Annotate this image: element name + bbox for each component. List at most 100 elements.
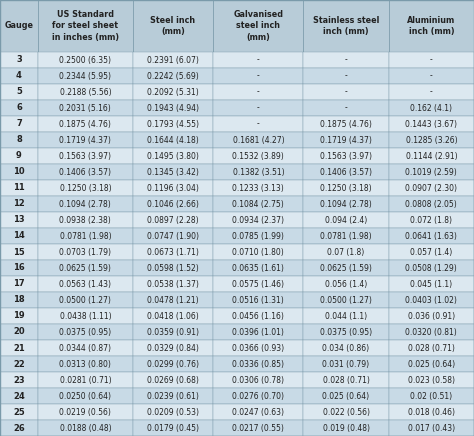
Bar xyxy=(389,196,474,212)
Text: 0.0375 (0.95): 0.0375 (0.95) xyxy=(59,327,111,337)
Text: 0.0209 (0.53): 0.0209 (0.53) xyxy=(147,408,199,416)
Bar xyxy=(38,84,133,100)
Bar xyxy=(38,340,133,356)
Bar xyxy=(213,100,303,116)
Text: Aluminium
inch (mm): Aluminium inch (mm) xyxy=(407,16,456,36)
Text: 0.0808 (2.05): 0.0808 (2.05) xyxy=(405,200,457,208)
Bar xyxy=(389,52,474,68)
Bar xyxy=(38,276,133,292)
Bar xyxy=(389,100,474,116)
Text: 0.0276 (0.70): 0.0276 (0.70) xyxy=(232,392,284,401)
Bar xyxy=(38,68,133,84)
Bar xyxy=(389,116,474,132)
Text: 0.0625 (1.59): 0.0625 (1.59) xyxy=(320,263,372,272)
Bar xyxy=(38,100,133,116)
Text: 0.02 (0.51): 0.02 (0.51) xyxy=(410,392,452,401)
Text: 0.1196 (3.04): 0.1196 (3.04) xyxy=(147,184,199,193)
Text: -: - xyxy=(257,55,260,65)
Bar xyxy=(133,52,213,68)
Bar xyxy=(133,84,213,100)
Text: 0.025 (0.64): 0.025 (0.64) xyxy=(322,392,370,401)
Text: 0.0575 (1.46): 0.0575 (1.46) xyxy=(232,279,284,289)
Text: 0.018 (0.46): 0.018 (0.46) xyxy=(408,408,455,416)
Bar xyxy=(133,68,213,84)
Bar xyxy=(0,324,38,340)
Text: 0.0747 (1.90): 0.0747 (1.90) xyxy=(147,232,199,241)
Bar xyxy=(133,0,213,52)
Text: 0.025 (0.64): 0.025 (0.64) xyxy=(408,360,455,368)
Bar xyxy=(133,228,213,244)
Bar xyxy=(213,308,303,324)
Text: 23: 23 xyxy=(13,375,25,385)
Text: -: - xyxy=(345,72,347,81)
Text: -: - xyxy=(257,119,260,129)
Bar xyxy=(389,356,474,372)
Text: 0.034 (0.86): 0.034 (0.86) xyxy=(322,344,370,352)
Bar xyxy=(303,404,389,420)
Bar xyxy=(133,340,213,356)
Text: 0.1793 (4.55): 0.1793 (4.55) xyxy=(147,119,199,129)
Text: 0.1719 (4.37): 0.1719 (4.37) xyxy=(59,136,111,144)
Text: 0.1084 (2.75): 0.1084 (2.75) xyxy=(232,200,284,208)
Text: 0.0403 (1.02): 0.0403 (1.02) xyxy=(405,296,457,304)
Text: -: - xyxy=(345,88,347,96)
Bar xyxy=(303,132,389,148)
Text: 0.019 (0.48): 0.019 (0.48) xyxy=(322,423,370,433)
Text: 0.0508 (1.29): 0.0508 (1.29) xyxy=(405,263,457,272)
Text: Steel inch
(mm): Steel inch (mm) xyxy=(150,16,196,36)
Bar xyxy=(38,180,133,196)
Text: 0.072 (1.8): 0.072 (1.8) xyxy=(410,215,452,225)
Bar xyxy=(0,228,38,244)
Bar xyxy=(38,244,133,260)
Text: 24: 24 xyxy=(13,392,25,401)
Text: 26: 26 xyxy=(13,423,25,433)
Bar xyxy=(133,356,213,372)
Text: 0.0598 (1.52): 0.0598 (1.52) xyxy=(147,263,199,272)
Bar xyxy=(303,276,389,292)
Bar xyxy=(213,212,303,228)
Bar xyxy=(0,356,38,372)
Text: -: - xyxy=(345,55,347,65)
Text: 0.2391 (6.07): 0.2391 (6.07) xyxy=(147,55,199,65)
Bar xyxy=(303,212,389,228)
Text: 0.028 (0.71): 0.028 (0.71) xyxy=(408,344,455,352)
Text: 0.031 (0.79): 0.031 (0.79) xyxy=(322,360,370,368)
Bar xyxy=(133,324,213,340)
Text: 0.1406 (3.57): 0.1406 (3.57) xyxy=(59,167,111,177)
Bar xyxy=(303,372,389,388)
Bar xyxy=(389,292,474,308)
Bar xyxy=(0,260,38,276)
Text: -: - xyxy=(430,72,433,81)
Bar xyxy=(303,260,389,276)
Bar xyxy=(389,164,474,180)
Bar xyxy=(213,276,303,292)
Bar xyxy=(389,340,474,356)
Bar xyxy=(303,308,389,324)
Text: 0.045 (1.1): 0.045 (1.1) xyxy=(410,279,452,289)
Text: 10: 10 xyxy=(13,167,25,177)
Text: 0.022 (0.56): 0.022 (0.56) xyxy=(322,408,370,416)
Bar xyxy=(303,340,389,356)
Bar xyxy=(133,180,213,196)
Text: 0.0907 (2.30): 0.0907 (2.30) xyxy=(405,184,457,193)
Text: 0.0635 (1.61): 0.0635 (1.61) xyxy=(232,263,284,272)
Bar xyxy=(0,52,38,68)
Text: 0.0281 (0.71): 0.0281 (0.71) xyxy=(60,375,111,385)
Text: 0.1144 (2.91): 0.1144 (2.91) xyxy=(406,151,457,160)
Text: 0.0538 (1.37): 0.0538 (1.37) xyxy=(147,279,199,289)
Bar xyxy=(38,212,133,228)
Text: 0.0781 (1.98): 0.0781 (1.98) xyxy=(60,232,111,241)
Bar xyxy=(0,180,38,196)
Text: 0.0366 (0.93): 0.0366 (0.93) xyxy=(232,344,284,352)
Bar xyxy=(133,260,213,276)
Text: 0.0673 (1.71): 0.0673 (1.71) xyxy=(147,248,199,256)
Bar xyxy=(213,116,303,132)
Text: 11: 11 xyxy=(13,184,25,193)
Bar xyxy=(303,244,389,260)
Text: 0.1382 (3.51): 0.1382 (3.51) xyxy=(233,167,284,177)
Bar xyxy=(133,196,213,212)
Text: 0.0336 (0.85): 0.0336 (0.85) xyxy=(232,360,284,368)
Text: 3: 3 xyxy=(16,55,22,65)
Text: 19: 19 xyxy=(13,311,25,320)
Text: 0.0456 (1.16): 0.0456 (1.16) xyxy=(232,311,284,320)
